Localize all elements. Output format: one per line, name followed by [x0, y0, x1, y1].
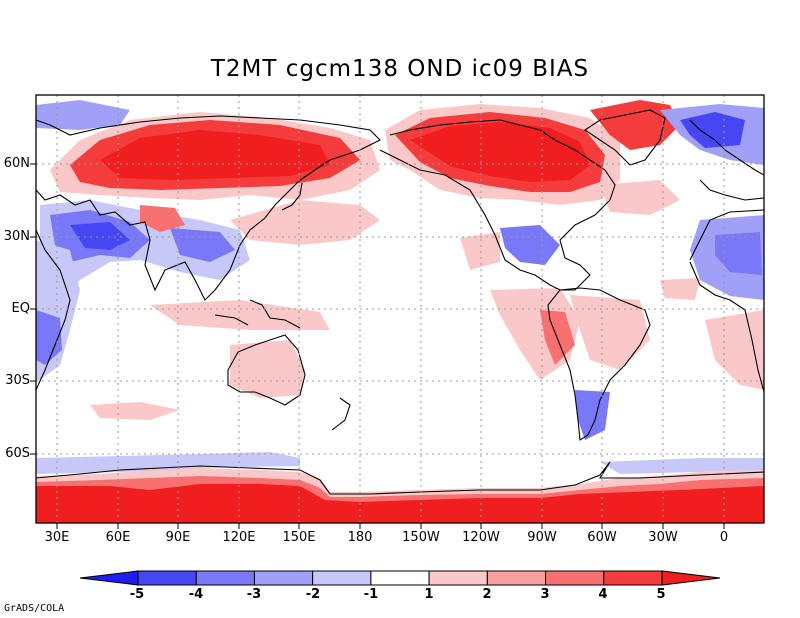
map-title: T2MT cgcm138 OND ic09 BIAS: [210, 56, 590, 82]
north-america-warm-bias: [385, 104, 620, 205]
south-pacific-cold-band: [600, 458, 764, 474]
colorbar-segment: [486, 570, 547, 586]
colorbar-segment: [312, 570, 372, 586]
colorbar-segment: [370, 570, 430, 586]
lon-label-90e: 90E: [165, 530, 191, 545]
colorbar-label: 1: [424, 587, 434, 602]
tick-marks: [30, 163, 725, 529]
south-atlantic-warm-bias: [660, 278, 700, 300]
lon-label-150e: 150E: [282, 530, 316, 545]
sahara-cold-core: [715, 232, 762, 275]
colorbar-segment: [545, 570, 605, 586]
lon-label-30e: 30E: [44, 530, 70, 545]
lon-label-150w: 150W: [402, 530, 440, 545]
colorbar-segment: [253, 570, 314, 586]
australia-warm-bias: [230, 340, 305, 398]
colorbar-label: 3: [540, 587, 550, 602]
atlantic-warm-bias: [600, 180, 680, 215]
west-siberia-cold-bias: [36, 100, 130, 130]
lon-label-0: 0: [719, 530, 729, 545]
lat-label-eq: EQ: [11, 301, 30, 316]
lat-label-60s: 60S: [5, 446, 30, 461]
southern-ocean-cold-band: [36, 452, 300, 474]
colorbar-segment: [603, 570, 663, 586]
north-pacific-warm-bias: [230, 200, 380, 245]
west-pacific-warm-bias: [150, 300, 330, 330]
colorbar-label: -4: [188, 587, 204, 602]
colorbar-label: 4: [598, 587, 608, 602]
mexico-cold-bias: [500, 225, 560, 265]
colorbar-label: -1: [363, 587, 379, 602]
colorbar-left-triangle: [79, 570, 139, 586]
lon-label-60w: 60W: [587, 530, 617, 545]
lon-label-120w: 120W: [462, 530, 500, 545]
lon-label-90w: 90W: [527, 530, 557, 545]
colorbar-label: -3: [246, 587, 262, 602]
africa-cold-core: [36, 310, 62, 365]
colorbar-segment: [195, 570, 255, 586]
coastlines: [36, 109, 764, 495]
lat-label-30n: 30N: [3, 229, 30, 244]
antarctica-warm-bias: [36, 468, 764, 523]
lat-label-30s: 30S: [5, 373, 30, 388]
colorbar-label: 5: [656, 587, 666, 602]
east-pacific-warm-bias: [460, 232, 500, 270]
gridlines: [36, 95, 764, 523]
lon-label-30w: 30W: [648, 530, 678, 545]
credit-text: GrADS/COLA: [4, 603, 65, 614]
colorbar-label: -5: [129, 587, 145, 602]
patagonia-cold-bias: [575, 390, 610, 440]
colorbar-segment: [428, 570, 488, 586]
tibet-warm-bias: [140, 205, 185, 232]
colorbar-right-triangle: [661, 570, 721, 586]
lon-label-60e: 60E: [105, 530, 131, 545]
lat-label-60n: 60N: [3, 156, 30, 171]
colorbar-label: -2: [305, 587, 321, 602]
lon-label-180: 180: [347, 530, 373, 545]
colorbar: [79, 570, 721, 586]
scandinavia-cold-core: [680, 112, 745, 148]
indian-ocean-warm-bias: [90, 402, 180, 420]
colorbar-label: 2: [482, 587, 492, 602]
eurasia-warm-bias: [50, 112, 380, 200]
south-america-warm-bias: [570, 295, 650, 370]
central-asia-cold-bias: [40, 200, 250, 300]
colorbar-segment: [137, 570, 197, 586]
north-atlantic-warm-bias: [590, 100, 680, 150]
lon-label-120e: 120E: [222, 530, 256, 545]
